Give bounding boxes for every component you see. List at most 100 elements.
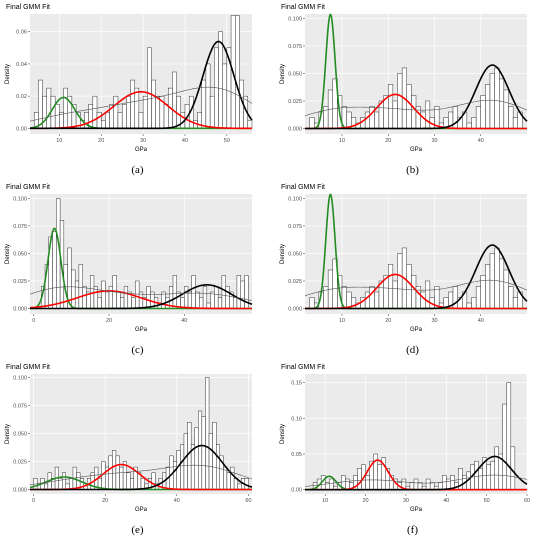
histogram-bar — [420, 111, 426, 129]
histogram-bar — [184, 286, 189, 309]
histogram-bar — [369, 106, 375, 129]
histogram-bar — [199, 297, 204, 309]
histogram-bar — [309, 297, 315, 309]
y-axis-label: Density — [5, 424, 11, 444]
histogram-bar — [485, 264, 491, 309]
histogram-bar — [425, 478, 431, 490]
x-tick-label: 10 — [322, 498, 328, 504]
histogram-bar — [373, 453, 378, 490]
histogram-bar — [429, 482, 435, 490]
histogram-bar — [406, 84, 412, 129]
histogram-bar — [117, 112, 123, 129]
histogram-bar — [225, 286, 230, 309]
chart-b-svg: Final GMM Fit 10 20 30 40 0.000 0.025 0.050 0.07… — [280, 4, 528, 153]
chart-e-svg: Final GMM Fit 0 20 40 60 0.000 0.025 0.050 0.075… — [5, 364, 253, 513]
histogram-bar — [508, 106, 514, 129]
y-axis-label: Density — [5, 64, 11, 84]
chart-panel-c: Final GMM Fit 0 20 40 0.000 0.025 0.050 0.075 0.… — [0, 180, 275, 360]
histogram-bar — [357, 468, 362, 490]
histogram-bar — [209, 95, 215, 129]
histogram-bar — [425, 100, 431, 129]
y-tick-label: 0.050 — [288, 71, 302, 77]
histogram-bar — [92, 95, 98, 129]
chart-panel-d: Final GMM Fit 10 20 30 40 0.000 0.025 0.050 0.07… — [275, 180, 550, 360]
histogram-bar — [244, 275, 249, 309]
histogram-bar — [120, 297, 125, 309]
histogram-bar — [195, 291, 200, 309]
histogram-bar — [247, 120, 253, 129]
y-axis-label: Density — [280, 64, 286, 84]
histogram-bar — [173, 461, 178, 490]
y-tick-label: 0.100 — [288, 16, 302, 22]
y-tick-label: 0.100 — [13, 196, 27, 202]
x-tick-label: 60 — [524, 498, 530, 504]
histogram-bar — [71, 269, 76, 309]
histogram-bar — [392, 100, 398, 129]
histogram-bar — [442, 475, 447, 490]
chart-panel-f: Final GMM Fit 10 20 30 40 50 60 0.00 0.05 0.10 0.1… — [275, 360, 550, 540]
x-axis-label: GPa — [135, 327, 148, 333]
histogram-bar — [413, 478, 419, 490]
chart-panel-e: Final GMM Fit 0 20 40 60 0.000 0.025 0.050 0.075… — [0, 360, 275, 540]
panel-caption-c: (c) — [131, 344, 144, 356]
histogram-bar — [180, 444, 185, 490]
histogram-bar — [172, 275, 177, 309]
histogram-bar — [172, 71, 177, 129]
histogram-bar — [232, 297, 238, 309]
histogram-bar — [183, 433, 188, 490]
histogram-bar — [62, 472, 67, 490]
histogram-bar — [108, 455, 113, 490]
y-tick-label: 0.000 — [288, 126, 302, 132]
histogram-bar — [425, 280, 431, 309]
histogram-bar — [485, 84, 491, 129]
histogram-bar — [364, 111, 370, 129]
gmm-component-3-curve — [30, 444, 253, 491]
histogram-bar — [187, 291, 192, 309]
histogram-bar — [411, 275, 417, 309]
histogram-bar — [466, 302, 472, 309]
x-axis-label: GPa — [410, 327, 423, 333]
chart-a-svg: Final GMM Fit 10 20 30 40 50 0.00 0.02 0.04 0.06 G… — [5, 4, 253, 153]
histogram-bar — [494, 446, 499, 490]
histogram-bar — [135, 280, 140, 309]
chart-title: Final GMM Fit — [6, 4, 50, 11]
y-tick-label: 0.025 — [13, 279, 27, 285]
histogram-bar — [116, 291, 121, 309]
histogram-bar — [512, 117, 518, 129]
histogram-bar — [217, 297, 223, 309]
histogram-bar — [82, 286, 87, 309]
chart-title: Final GMM Fit — [281, 4, 325, 11]
chart-d-svg: Final GMM Fit 10 20 30 40 0.000 0.025 0.050 0.07… — [280, 184, 528, 333]
histogram-bar — [388, 84, 394, 129]
histogram-bar — [240, 280, 245, 309]
x-axis-label: GPa — [410, 147, 423, 153]
y-axis-label: Density — [280, 244, 286, 264]
y-axis-label: Density — [5, 244, 11, 264]
histogram-bar — [230, 466, 235, 490]
histogram-bar — [214, 286, 219, 309]
chart-panel-b: Final GMM Fit 10 20 30 40 0.000 0.025 0.050 0.07… — [275, 0, 550, 180]
panel-caption-f: (f) — [407, 524, 418, 536]
x-tick-label: 10 — [56, 138, 62, 144]
x-tick-label: 40 — [443, 498, 449, 504]
histogram-bar — [96, 112, 102, 129]
histogram-bar — [78, 264, 83, 309]
y-tick-label: 0.050 — [13, 431, 27, 437]
y-tick-label: 0.00 — [291, 488, 302, 494]
histogram-bar — [212, 422, 217, 490]
chart-c-svg: Final GMM Fit 0 20 40 0.000 0.025 0.050 0.075 0.… — [5, 184, 253, 333]
histogram-bar — [364, 291, 370, 309]
chart-title: Final GMM Fit — [6, 184, 50, 191]
histogram-bar — [90, 275, 95, 309]
histogram-bar — [101, 280, 106, 309]
x-tick-label: 40 — [478, 138, 484, 144]
histogram-bar — [411, 95, 417, 129]
x-tick-label: 40 — [182, 138, 188, 144]
histogram-bar — [215, 444, 220, 490]
y-axis-label: Density — [280, 424, 286, 444]
histogram-bar — [508, 286, 514, 309]
histogram-bar — [147, 47, 152, 129]
histogram-bar — [489, 73, 495, 129]
x-tick-label: 10 — [339, 138, 345, 144]
x-tick-label: 10 — [339, 318, 345, 324]
